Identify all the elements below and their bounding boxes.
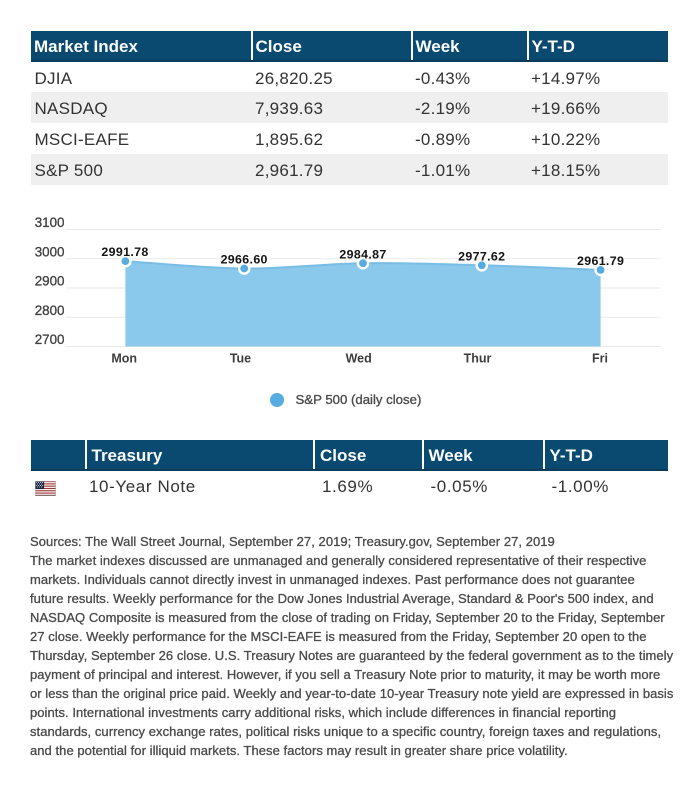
svg-text:3000: 3000 [35, 244, 65, 259]
svg-text:2961.79: 2961.79 [577, 254, 624, 268]
svg-text:2966.60: 2966.60 [221, 253, 268, 267]
svg-text:Fri: Fri [592, 352, 608, 366]
svg-text:2991.78: 2991.78 [101, 245, 148, 259]
svg-text:2900: 2900 [35, 274, 65, 289]
svg-text:Wed: Wed [346, 352, 372, 366]
svg-text:Tue: Tue [230, 352, 251, 366]
svg-text:3100: 3100 [35, 215, 65, 230]
svg-text:2700: 2700 [35, 332, 65, 347]
svg-text:2800: 2800 [35, 303, 65, 318]
svg-text:2984.87: 2984.87 [339, 247, 386, 261]
svg-text:2977.62: 2977.62 [458, 249, 505, 263]
svg-text:Thur: Thur [464, 352, 492, 366]
svg-text:Mon: Mon [111, 352, 137, 366]
